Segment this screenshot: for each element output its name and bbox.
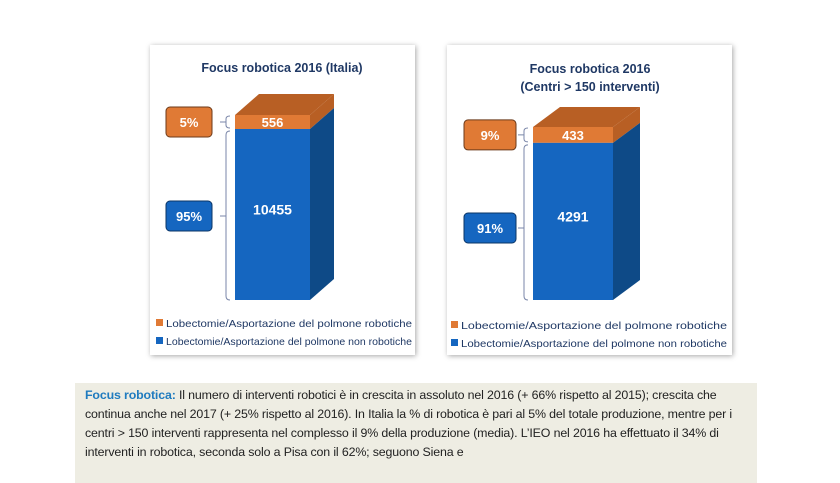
chart-panel-centri: Focus robotica 2016 (Centri > 150 interve… bbox=[447, 45, 732, 355]
bar-non-robotic-side bbox=[613, 122, 640, 300]
legend-label-robotic: Lobectomie/Asportazione del polmone robo… bbox=[461, 321, 727, 332]
bar-non-robotic bbox=[533, 142, 613, 300]
legend-label-robotic: Lobectomie/Asportazione del polmone robo… bbox=[166, 319, 412, 330]
chart-panel-italia: Focus robotica 2016 (Italia) 556 10455 5% 95… bbox=[150, 45, 415, 355]
legend-swatch-robotic bbox=[156, 319, 163, 326]
percent-label-robotic: 5% bbox=[180, 115, 199, 130]
brace-robotic bbox=[220, 115, 231, 129]
percent-box-non-robotic bbox=[165, 200, 213, 232]
percent-box-robotic bbox=[463, 119, 517, 151]
legend-swatch-non-robotic bbox=[156, 337, 163, 344]
chart-italia: Focus robotica 2016 (Italia) 556 10455 5% 95… bbox=[156, 61, 412, 348]
bar-robotic bbox=[533, 127, 613, 143]
note-lead: Focus robotica: bbox=[85, 388, 176, 402]
chart-centri: Focus robotica 2016 (Centri > 150 interve… bbox=[451, 62, 727, 350]
legend-swatch-robotic bbox=[451, 321, 458, 328]
percent-label-non-robotic: 91% bbox=[477, 221, 503, 236]
percent-box-robotic bbox=[165, 106, 213, 138]
note-text: Il numero di interventi robotici è in cr… bbox=[85, 388, 732, 459]
bar-robotic-side bbox=[613, 107, 640, 143]
brace-non-robotic bbox=[518, 144, 529, 301]
bar-non-robotic-side bbox=[310, 108, 334, 300]
data-label-robotic: 556 bbox=[262, 115, 284, 130]
bar-robotic-side bbox=[310, 94, 334, 129]
data-label-non-robotic: 10455 bbox=[253, 202, 292, 218]
chart-title: Focus robotica 2016 bbox=[530, 62, 651, 76]
percent-box-non-robotic bbox=[463, 212, 517, 244]
bar-top-face bbox=[533, 107, 640, 127]
chart-title: (Centri > 150 interventi) bbox=[520, 80, 659, 94]
brace-robotic bbox=[518, 127, 529, 143]
chart-title: Focus robotica 2016 (Italia) bbox=[201, 61, 362, 75]
bar-top-face bbox=[235, 94, 334, 115]
brace-non-robotic bbox=[220, 130, 231, 301]
percent-label-non-robotic: 95% bbox=[176, 209, 202, 224]
legend-swatch-non-robotic bbox=[451, 339, 458, 346]
focus-robotica-note: Focus robotica: Il numero di interventi … bbox=[75, 383, 757, 483]
legend-label-non-robotic: Lobectomie/Asportazione del polmone non … bbox=[166, 337, 412, 348]
data-label-robotic: 433 bbox=[562, 128, 584, 143]
bar-non-robotic bbox=[235, 129, 310, 300]
legend-label-non-robotic: Lobectomie/Asportazione del polmone non … bbox=[461, 339, 727, 350]
percent-label-robotic: 9% bbox=[481, 128, 500, 143]
data-label-non-robotic: 4291 bbox=[557, 208, 588, 224]
bar-robotic bbox=[235, 115, 310, 129]
